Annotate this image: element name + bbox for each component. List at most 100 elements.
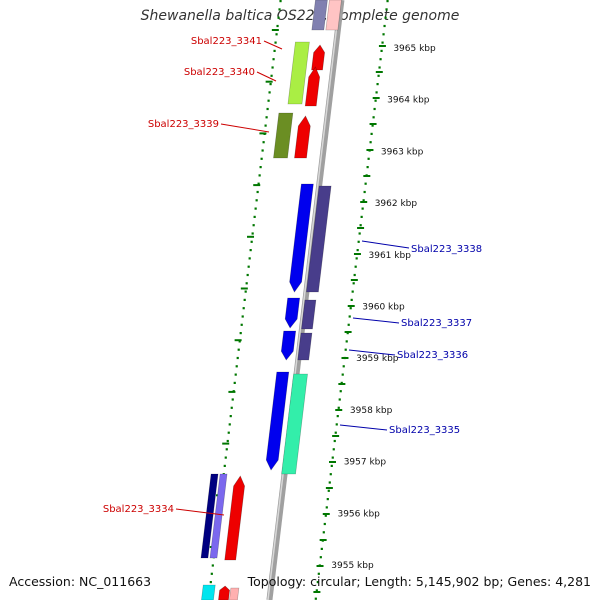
inner-guide-dot — [225, 448, 228, 451]
inner-guide-dot — [261, 149, 264, 152]
outer-guide-dot — [320, 547, 323, 550]
cog-box — [200, 473, 219, 559]
outer-guide-dot — [350, 298, 353, 301]
kbp-label: 3960 kbp — [362, 303, 405, 313]
outer-guide-dot — [341, 373, 344, 376]
outer-guide-dot — [384, 16, 387, 19]
gene-arrow-forward — [224, 475, 245, 561]
outer-guide-dot — [363, 190, 366, 194]
kbp-scale: 3965 kbp 3964 kbp 3963 kbp 3962 kbp 3961 kbp… — [331, 44, 436, 571]
outer-guide-dot — [371, 124, 374, 127]
kbp-label: 3962 kbp — [375, 199, 418, 209]
outer-guide-dot — [325, 506, 328, 509]
inner-guide-dot — [224, 456, 227, 459]
gene-labels: Sbal223_3341 Sbal223_3340 Sbal223_3339 Sbal… — [103, 36, 482, 516]
inner-guide-dot — [272, 58, 275, 61]
outer-guide-dot — [370, 132, 373, 135]
outer-guide-dot — [345, 340, 348, 343]
gene-leader-line — [339, 424, 388, 431]
cog-box — [201, 584, 216, 600]
inner-guide-dot — [248, 257, 251, 260]
inner-guide-dot — [271, 66, 274, 69]
kbp-label: 3955 kbp — [331, 561, 374, 571]
outer-guide-dot — [328, 481, 331, 484]
inner-guide-dot — [249, 249, 252, 252]
cog-box — [297, 332, 313, 361]
inner-guide-dot — [279, 0, 282, 3]
inner-guide-dot — [245, 282, 248, 285]
outer-guide-dot — [374, 99, 377, 102]
inner-guide-dot — [274, 41, 277, 44]
inner-guide-dot — [275, 33, 278, 36]
map-title: Shewanella baltica OS223, complete genom… — [140, 8, 460, 24]
inner-guide-dot — [253, 215, 256, 218]
outer-guide-dot — [342, 365, 345, 368]
outer-guide-dot — [340, 381, 343, 384]
gene-arrow-forward — [218, 585, 230, 600]
cog-box — [325, 0, 342, 31]
kbp-label: 3963 kbp — [381, 147, 424, 157]
inner-guide-dot — [259, 166, 262, 169]
inner-guide-dot — [228, 423, 231, 426]
inner-guide-dot — [226, 439, 229, 443]
inner-guide-dot — [277, 16, 280, 19]
gene-leader-line — [175, 508, 225, 516]
gene-leader-line — [220, 123, 270, 133]
topology-summary: Topology: circular; Length: 5,145,902 bp… — [247, 574, 591, 589]
outer-guide-dot — [376, 83, 379, 86]
outer-guide-dot — [314, 597, 317, 600]
gene-arrow-forward — [311, 44, 325, 71]
inner-guide-dot — [269, 83, 272, 86]
outer-guide-dot — [361, 207, 364, 210]
gene-features — [200, 0, 342, 600]
cog-box — [306, 185, 332, 293]
gene-leader-line — [348, 349, 396, 356]
inner-guide-dot — [227, 431, 230, 434]
inner-guide-dot — [246, 273, 249, 277]
outer-guide-dot — [352, 282, 355, 285]
gene-leader-line — [256, 71, 277, 82]
outer-guide-dot — [377, 74, 380, 77]
inner-guide-dot — [254, 207, 257, 210]
inner-guide-dot — [276, 24, 279, 28]
outer-guide-dot — [359, 224, 362, 227]
inner-guide-dot — [238, 340, 241, 343]
outer-guide-dot — [375, 91, 378, 94]
inner-guide-dot — [273, 49, 276, 52]
outer-guide-dot — [327, 489, 330, 492]
gene-label: Sbal223_3337 — [401, 318, 472, 329]
outer-guide-dot — [373, 107, 376, 111]
gene-label: Sbal223_3341 — [191, 36, 262, 47]
outer-guide-dot — [381, 41, 384, 44]
inner-guide-dot — [243, 298, 246, 301]
outer-guide-dot — [386, 0, 389, 3]
outer-guide-dot — [332, 448, 335, 451]
inner-guide-dot — [211, 564, 214, 567]
inner-guide-dot — [235, 365, 238, 368]
accession-text: Accession: NC_011663 — [9, 574, 152, 589]
kbp-label: 3961 kbp — [369, 251, 412, 261]
inner-guide-dot — [223, 464, 226, 467]
gene-arrow-reverse — [265, 371, 290, 471]
kbp-label: 3959 kbp — [356, 354, 399, 364]
inner-guide-dot — [209, 581, 212, 584]
outer-guide-dot — [346, 332, 349, 335]
cog-box — [209, 473, 228, 559]
outer-guide-dot — [347, 323, 350, 326]
outer-guide-dot — [351, 290, 354, 293]
inner-guide-dot — [262, 141, 265, 144]
gene-label: Sbal223_3339 — [148, 119, 219, 130]
inner-guide-dot — [251, 232, 254, 235]
outer-guide-dot — [385, 8, 388, 11]
cog-box — [229, 587, 240, 600]
outer-guide-dot — [339, 390, 342, 393]
inner-guide-dot — [233, 381, 236, 384]
outer-guide-dot — [324, 514, 327, 517]
outer-guide-dot — [334, 431, 337, 434]
gene-arrow-forward — [294, 115, 311, 159]
inner-guide-dot — [247, 265, 250, 268]
cog-box — [287, 41, 310, 105]
outer-guide-dot — [322, 531, 325, 534]
outer-guide-dot — [349, 307, 352, 310]
outer-guide-dot — [338, 398, 341, 401]
